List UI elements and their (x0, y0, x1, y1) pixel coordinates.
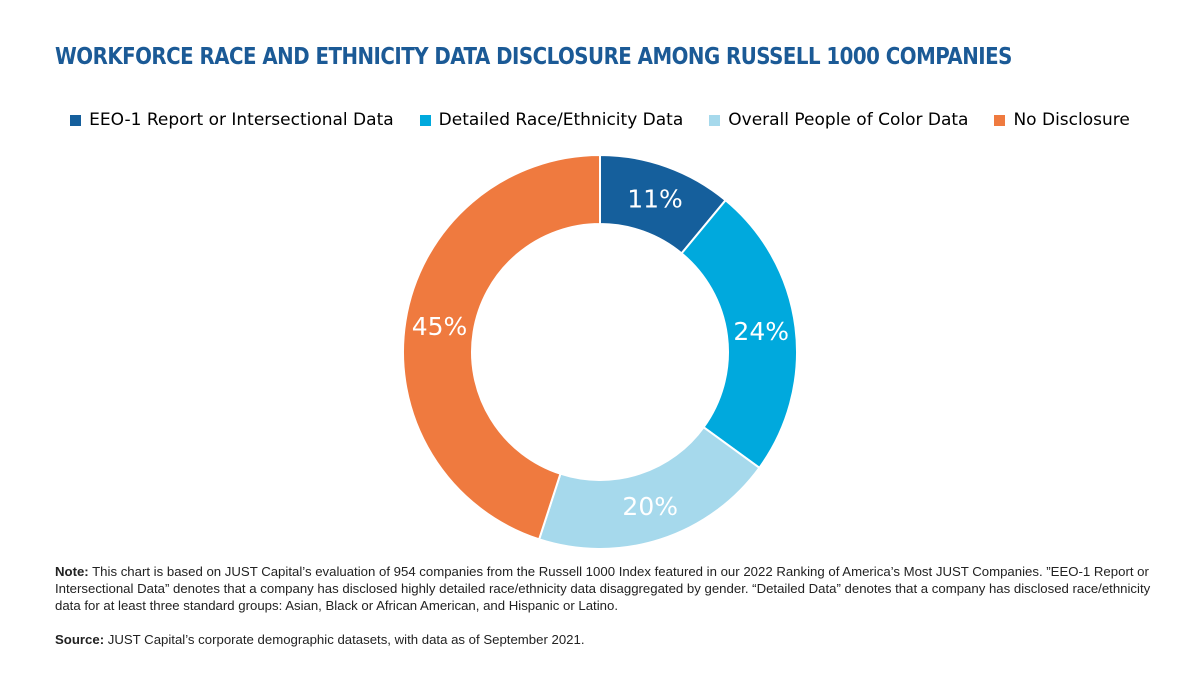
note-paragraph: Note: This chart is based on JUST Capita… (55, 563, 1165, 614)
legend-swatch-overall-poc (709, 114, 721, 126)
chart-title: WORKFORCE RACE AND ETHNICITY DATA DISCLO… (55, 44, 1012, 70)
legend-item-detailed: Detailed Race/Ethnicity Data (419, 110, 684, 130)
footnotes: Note: This chart is based on JUST Capita… (55, 563, 1165, 648)
legend-label-eeo1: EEO-1 Report or Intersectional Data (89, 110, 394, 130)
slice-label-eeo1: 11% (627, 185, 683, 214)
legend-label-no-disclosure: No Disclosure (1013, 110, 1130, 130)
slice-label-overall-poc: 20% (622, 492, 678, 521)
legend-swatch-detailed (419, 114, 431, 126)
legend-swatch-no-disclosure (994, 114, 1006, 126)
source-label: Source: (55, 632, 105, 647)
legend-item-eeo1: EEO-1 Report or Intersectional Data (70, 110, 394, 130)
donut-slice-no-disclosure (402, 153, 601, 541)
legend-swatch-eeo1 (70, 114, 82, 126)
legend-label-overall-poc: Overall People of Color Data (728, 110, 969, 130)
slice-label-detailed: 24% (733, 317, 789, 346)
source-paragraph: Source: JUST Capital’s corporate demogra… (55, 631, 1165, 648)
donut-chart: 11% 24% 20% 45% (402, 153, 798, 550)
donut-slice-detailed (680, 198, 798, 470)
donut-slice-overall-poc (537, 425, 761, 550)
legend-label-detailed: Detailed Race/Ethnicity Data (438, 110, 684, 130)
slice-label-no-disclosure: 45% (412, 312, 468, 341)
chart-legend: EEO-1 Report or Intersectional Data Deta… (0, 110, 1200, 130)
note-label: Note: (55, 564, 89, 579)
legend-item-overall-poc: Overall People of Color Data (709, 110, 968, 130)
legend-item-no-disclosure: No Disclosure (994, 110, 1130, 130)
source-text: JUST Capital’s corporate demographic dat… (104, 632, 585, 647)
note-text: This chart is based on JUST Capital’s ev… (55, 564, 1151, 613)
